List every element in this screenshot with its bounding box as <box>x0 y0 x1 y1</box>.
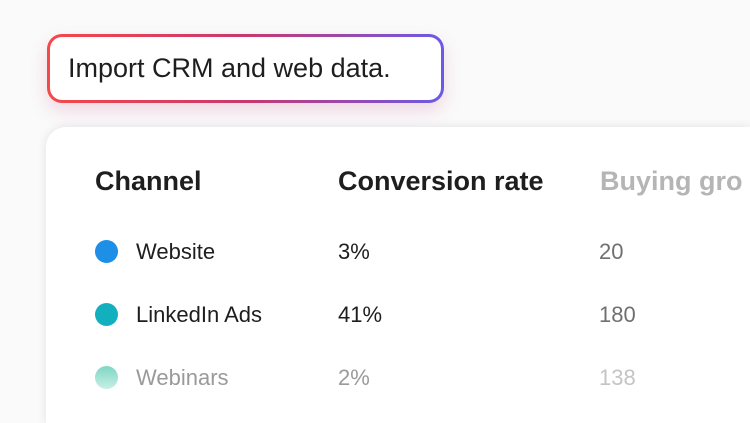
column-header-buying-groups: Buying gro <box>600 166 743 196</box>
buying-groups: 138 <box>599 365 636 390</box>
conversion-rate: 2% <box>338 365 370 390</box>
column-header-conversion-rate: Conversion rate <box>338 166 544 196</box>
channel-color-dot <box>95 240 118 263</box>
buying-groups: 180 <box>599 302 636 327</box>
channel-name: Webinars <box>136 365 229 390</box>
channel-table-card <box>46 127 750 423</box>
channel-name: Website <box>136 239 216 264</box>
buying-groups: 20 <box>599 239 624 264</box>
column-header-channel: Channel <box>95 166 202 196</box>
conversion-rate: 3% <box>338 239 370 264</box>
channel-name: LinkedIn Ads <box>136 302 262 327</box>
prompt-chip[interactable]: Import CRM and web data. <box>47 34 444 103</box>
channel-color-dot <box>95 303 118 326</box>
conversion-rate: 41% <box>338 302 383 327</box>
channel-color-dot <box>95 366 118 389</box>
prompt-text: Import CRM and web data. <box>50 37 441 100</box>
